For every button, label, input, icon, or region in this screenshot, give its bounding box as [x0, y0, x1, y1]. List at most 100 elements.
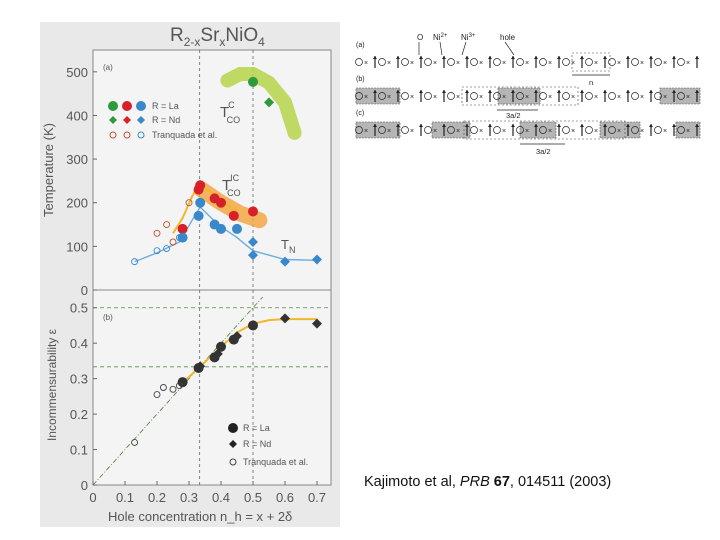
diagram-dimensions: n 3a/2 3a/2 — [497, 74, 610, 156]
legend-a: R = La R = Nd Tranquada et al. — [108, 101, 217, 140]
diagram-arrow-2-13 — [672, 124, 676, 127]
diagram-x-1-11: × — [617, 94, 621, 101]
diagram-o-0-1 — [378, 58, 386, 66]
diagram-arrow-0-10 — [603, 56, 607, 59]
diagram-box-2-0 — [463, 120, 626, 140]
diagram-x-2-14: × — [686, 128, 690, 135]
diagram-label-o: O — [417, 33, 423, 42]
diagram-x-0-8: × — [548, 60, 552, 67]
tc-co-c-label: TC CO — [220, 100, 240, 125]
diagram-x-2-2: × — [410, 128, 414, 135]
diagram-o-0-5 — [470, 58, 478, 66]
diagram-arrow-1-6 — [511, 90, 515, 93]
diagram-arrow-0-9 — [580, 56, 584, 59]
point-b-s1-1 — [212, 348, 223, 359]
diagram-arrow-2-12 — [649, 124, 653, 127]
diagram-o-0-12 — [631, 58, 639, 66]
diagram-row-label-2: (c) — [356, 110, 364, 117]
diagram-x-1-13: × — [663, 94, 667, 101]
diagram-o-0-4 — [447, 58, 455, 66]
point-a-s1-0 — [177, 223, 188, 234]
ytick-label-a-2: 200 — [66, 196, 88, 211]
diagram-arrow-0-7 — [534, 56, 538, 59]
legend-b-tranquada-label: Tranquada et al. — [243, 457, 308, 467]
diagram-label-ni3: Ni3+ — [461, 33, 476, 42]
xtick-label-5: 0.5 — [244, 490, 262, 505]
diagram-label-ni2: Ni2+ — [433, 33, 448, 42]
tc-co-ic-label: TIC CO — [222, 173, 241, 198]
diagram-arrow-2-2 — [419, 124, 423, 127]
diagram-x-1-1: × — [387, 94, 391, 101]
y-axis-title-a: Temperature (K) — [41, 123, 56, 217]
diagram-rows: (a) × × × × × × × × × × × × × × × (b) × × × × × × × × × × × × × × × (c) ×… — [355, 42, 701, 140]
diagram-arrow-1-14 — [695, 90, 699, 93]
diagram-x-1-0: × — [364, 94, 368, 101]
tn-label: TN — [281, 237, 295, 255]
diagram-arrow-1-11 — [626, 90, 630, 93]
diagram-header: O Ni2+ Ni3+ hole — [417, 33, 516, 56]
diagram-o-0-7 — [516, 58, 524, 66]
diagram-o-2-0 — [355, 126, 363, 134]
diagram-arrow-1-7 — [534, 90, 538, 93]
diagram-x-2-5: × — [479, 128, 483, 135]
diagram-o-0-8 — [539, 58, 547, 66]
diagram-arrow-2-10 — [603, 124, 607, 127]
point-a-s3-3 — [185, 199, 193, 207]
point-a-s4-1 — [153, 247, 161, 255]
ytick-label-a-4: 400 — [66, 108, 88, 123]
xtick-label-2: 0.2 — [148, 490, 166, 505]
plot-a-frame — [92, 49, 332, 291]
diagram-shade-2-2 — [519, 121, 557, 139]
tick-layer: 0 100 200 300 400 500 0 0.1 0.2 0.3 0.4 0.5 0 0.1 0.2 0… — [66, 65, 326, 505]
diagram-o-2-7 — [516, 126, 524, 134]
dim-n: n — [589, 78, 593, 87]
stripe-diagram: O Ni2+ Ni3+ hole (a) × × × × × × × × × × × × × × × (b) × ×… — [355, 33, 701, 156]
diagram-o-0-13 — [654, 58, 662, 66]
diagram-x-2-12: × — [640, 128, 644, 135]
diagram-shade-2-4 — [675, 121, 701, 139]
diagram-x-0-11: × — [617, 60, 621, 67]
citation: Kajimoto et al, PRB 67, 014511 (2003) — [364, 474, 612, 490]
diagram-o-1-13 — [654, 92, 662, 100]
diagram-x-2-13: × — [663, 128, 667, 135]
diagram-row-label-0: (a) — [356, 42, 365, 49]
diagram-arrow-1-13 — [672, 90, 676, 93]
xtick-label-6: 0.6 — [276, 490, 294, 505]
point-a-s2-9 — [312, 254, 322, 265]
diagram-arrow-1-10 — [603, 90, 607, 93]
ytick-label-a-5: 500 — [66, 65, 88, 80]
diagram-x-1-4: × — [456, 94, 460, 101]
diagram-o-1-9 — [562, 92, 570, 100]
diagram-x-0-7: × — [525, 60, 529, 67]
point-a-s4-3 — [175, 234, 183, 242]
legend-b: R = La R = Nd Tranquada et al. — [228, 423, 308, 467]
diagram-arrow-0-4 — [465, 56, 469, 59]
point-a-s2-4 — [216, 223, 226, 234]
diagonal-guide-line — [92, 296, 263, 486]
diagram-arrow-2-1 — [396, 124, 400, 127]
diagram-o-1-6 — [493, 92, 501, 100]
diagram-row-label-1: (b) — [356, 76, 365, 83]
point-a-s0-0 — [248, 76, 258, 87]
diagram-shade-1-0 — [355, 87, 401, 105]
ytick-label-b-0: 0 — [81, 478, 88, 493]
legend-b-la-marker — [228, 423, 238, 433]
diagram-box-1-0 — [461, 86, 579, 106]
diagram-x-2-1: × — [387, 128, 391, 135]
diagram-x-1-2: × — [410, 94, 414, 101]
diagram-o-1-7 — [516, 92, 524, 100]
diagram-o-1-0 — [355, 92, 363, 100]
point-b-s2-4 — [175, 382, 183, 390]
diagram-o-0-2 — [401, 58, 409, 66]
x-axis-title: Hole concentration n_h = x + 2δ — [108, 509, 292, 524]
diagram-o-0-6 — [493, 58, 501, 66]
xtick-label-7: 0.7 — [308, 490, 326, 505]
point-a-s2-8 — [280, 256, 290, 267]
diagram-x-0-12: × — [640, 60, 644, 67]
point-b-s0-5 — [248, 320, 258, 331]
point-a-s3-1 — [163, 221, 171, 228]
diagram-arrow-2-6 — [511, 124, 515, 127]
point-a-s1-6 — [248, 206, 258, 217]
diagram-x-2-11: × — [617, 128, 621, 135]
diagram-arrow-1-8 — [557, 90, 561, 93]
